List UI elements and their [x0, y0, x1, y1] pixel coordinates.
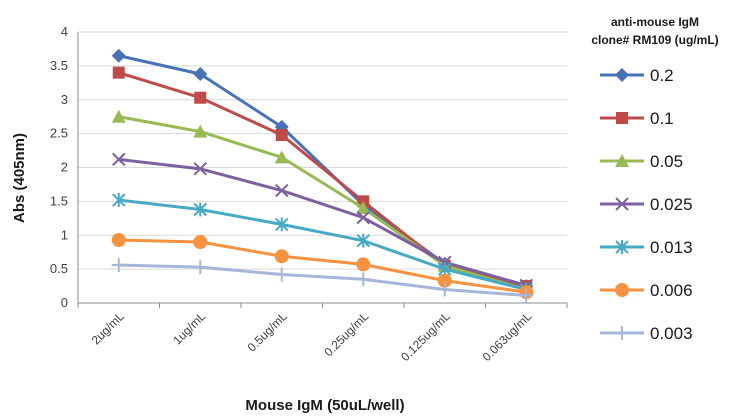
data-point — [111, 232, 126, 247]
data-point — [275, 183, 289, 198]
data-point — [274, 119, 289, 134]
data-point — [193, 260, 208, 275]
data-point — [356, 257, 371, 272]
legend-label: 0.013 — [650, 238, 693, 257]
legend-marker — [615, 326, 629, 340]
legend-marker — [616, 112, 628, 124]
series-0.003 — [111, 258, 534, 303]
x-tick-label: 0.063ug/mL — [480, 309, 535, 364]
x-axis-title: Mouse IgM (50uL/well) — [245, 397, 404, 414]
data-point — [437, 282, 452, 297]
legend-label: 0.025 — [650, 195, 693, 214]
data-point — [193, 162, 207, 176]
data-point — [275, 128, 288, 141]
data-point — [275, 217, 289, 232]
legend-item: 0.013 — [600, 238, 693, 257]
legend-title-line-1: anti-mouse IgM — [611, 15, 699, 29]
x-tick-label: 0.125ug/mL — [398, 309, 453, 364]
legend-item: 0.003 — [600, 324, 693, 343]
y-tick-label: 1 — [61, 227, 68, 242]
y-tick-label: 2.5 — [50, 126, 68, 141]
data-point — [111, 109, 126, 123]
legend-label: 0.2 — [650, 66, 674, 85]
legend-item: 0.006 — [600, 281, 693, 300]
data-point — [193, 202, 207, 217]
series-line — [118, 198, 527, 291]
data-point — [356, 272, 371, 287]
data-point — [112, 66, 125, 79]
x-tick-label: 0.5ug/mL — [245, 309, 291, 355]
series-0.025 — [112, 152, 533, 293]
legend-item: 0.025 — [600, 195, 693, 214]
data-point — [356, 210, 370, 225]
series-line — [118, 115, 527, 291]
data-point — [111, 258, 126, 273]
legend: anti-mouse IgM clone# RM109 (ug/mL) 0.20… — [591, 15, 718, 343]
y-axis-title: Abs (405nm) — [11, 133, 28, 223]
x-tick-label: 0.25ug/mL — [321, 309, 371, 359]
y-tick-label: 0.5 — [50, 261, 68, 276]
y-tick-label: 2 — [61, 160, 68, 175]
data-point — [112, 152, 126, 167]
series-line — [118, 238, 527, 294]
series-group — [111, 48, 534, 303]
x-tick-label: 2ug/mL — [89, 309, 127, 347]
data-point — [274, 150, 289, 164]
y-tick-labels: 0 0.5 1 1.5 2 2.5 3 3.5 4 — [50, 24, 68, 310]
y-tick-label: 1.5 — [50, 193, 68, 208]
data-point — [193, 235, 208, 250]
legend-item: 0.1 — [600, 109, 674, 128]
series-line — [118, 263, 527, 298]
legend-title-line-2: clone# RM109 (ug/mL) — [591, 33, 718, 47]
legend-marker — [615, 283, 629, 297]
legend-items: 0.2 0.1 0.05 0.025 0.013 0.006 0.003 — [600, 66, 693, 343]
legend-marker — [615, 197, 629, 211]
data-point — [193, 67, 208, 82]
data-point — [194, 91, 207, 104]
data-point — [112, 193, 126, 208]
data-point — [274, 249, 289, 264]
series-0.2 — [111, 48, 534, 294]
axes — [77, 32, 568, 308]
legend-label: 0.1 — [650, 109, 674, 128]
data-point — [519, 288, 534, 303]
data-point — [193, 124, 208, 138]
legend-marker — [615, 240, 629, 254]
legend-marker — [615, 154, 629, 167]
data-point — [274, 267, 289, 282]
legend-item: 0.05 — [600, 152, 683, 171]
series-line — [118, 157, 527, 287]
y-tick-label: 0 — [61, 295, 68, 310]
data-point — [356, 201, 371, 215]
legend-item: 0.2 — [600, 66, 674, 85]
x-tick-label: 1ug/mL — [170, 309, 208, 347]
series-0.013 — [112, 193, 533, 297]
series-0.1 — [112, 66, 533, 293]
x-tick-labels: 2ug/mL 1ug/mL 0.5ug/mL 0.25ug/mL 0.125ug/mL 0… — [89, 309, 535, 364]
legend-label: 0.003 — [650, 324, 693, 343]
y-tick-label: 3.5 — [50, 58, 68, 73]
data-point — [111, 48, 126, 63]
series-line — [118, 71, 527, 288]
data-point — [437, 273, 452, 288]
data-point — [356, 233, 370, 248]
legend-marker — [615, 68, 629, 82]
y-tick-label: 4 — [61, 24, 68, 39]
y-tick-label: 3 — [61, 92, 68, 107]
legend-label: 0.05 — [650, 152, 683, 171]
legend-label: 0.006 — [650, 281, 693, 300]
